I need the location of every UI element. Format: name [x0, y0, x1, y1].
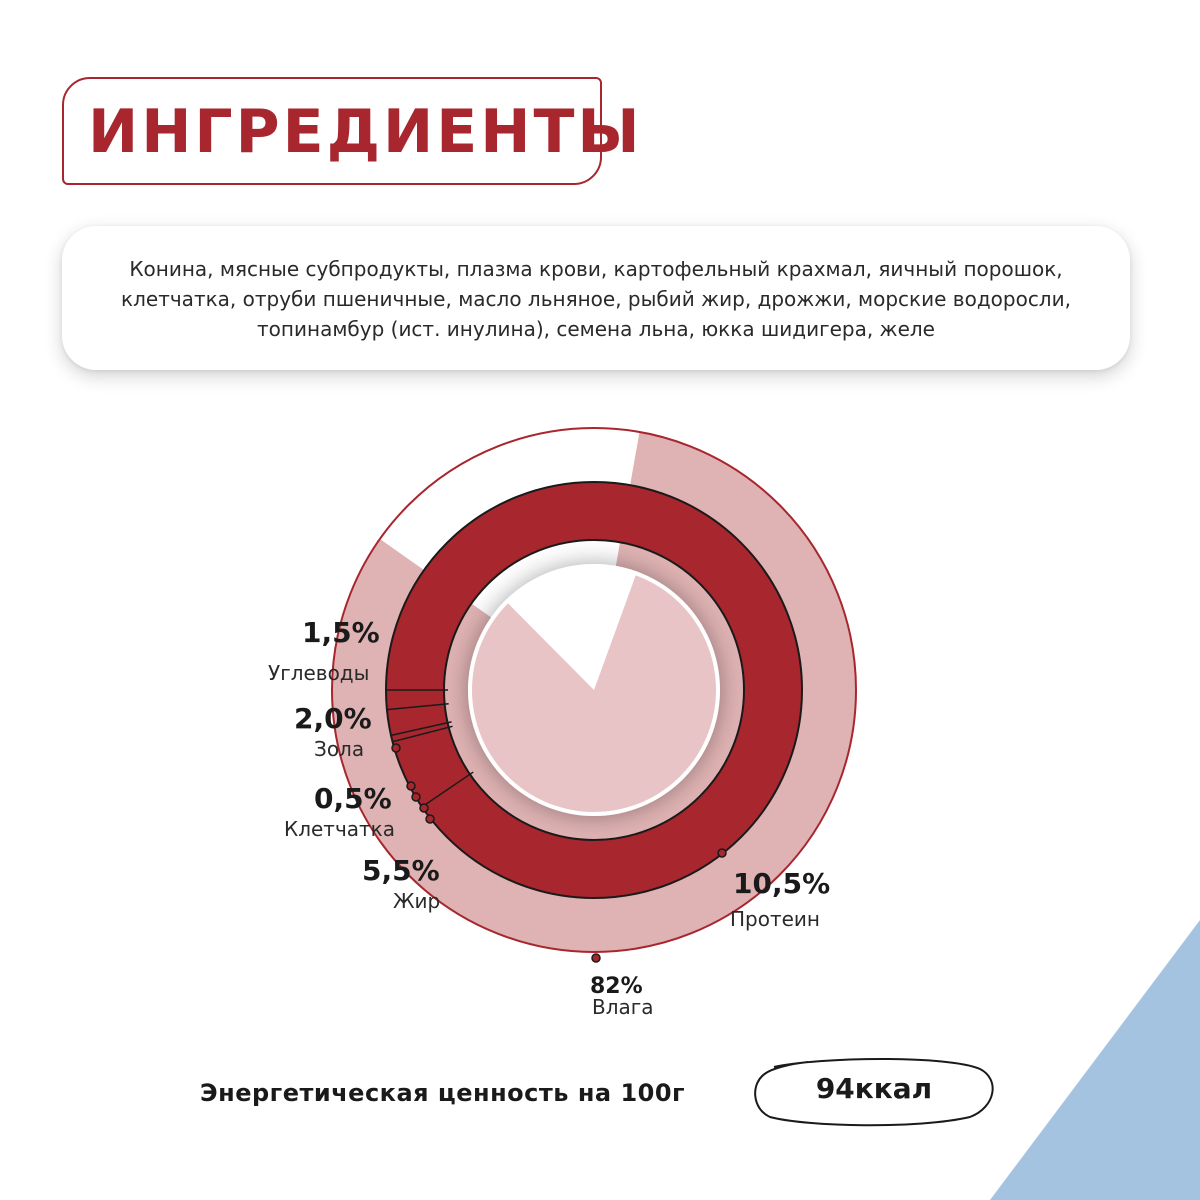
value-label-Клетчатка: 0,5% — [314, 782, 392, 815]
category-label-Влага: Влага — [592, 995, 654, 1019]
category-label-Зола: Зола — [314, 737, 364, 761]
value-label-Протеин: 10,5% — [733, 867, 830, 900]
marker-dot — [591, 953, 601, 963]
marker-dot — [391, 743, 401, 753]
page-title: ИНГРЕДИЕНТЫ — [88, 97, 643, 167]
ingredients-card: Конина, мясные субпродукты, плазма крови… — [62, 226, 1130, 370]
category-label-Клетчатка: Клетчатка — [284, 817, 395, 841]
value-label-Зола: 2,0% — [294, 702, 372, 735]
energy-value: 94ккал — [815, 1072, 933, 1105]
value-label-Жир: 5,5% — [362, 854, 440, 887]
ring-divider — [421, 771, 474, 808]
marker-dot — [419, 803, 429, 813]
value-label-Углеводы: 1,5% — [302, 616, 380, 649]
corner-decoration — [990, 920, 1200, 1200]
marker-dot — [425, 814, 435, 824]
value-label-Влага: 82% — [590, 974, 643, 999]
ingredients-line: Конина, мясные субпродукты, плазма крови… — [129, 257, 1063, 281]
marker-dot — [717, 848, 727, 858]
ring-divider — [390, 721, 452, 737]
category-label-Протеин: Протеин — [730, 907, 820, 931]
category-label-Жир: Жир — [393, 889, 440, 913]
ingredients-line: топинамбур (ист. инулина), семена льна, … — [257, 317, 935, 341]
marker-dot — [406, 781, 416, 791]
energy-label: Энергетическая ценность на 100г — [200, 1079, 686, 1107]
inner-pie — [471, 575, 716, 812]
outer-outline — [331, 427, 857, 953]
ingredients-line: клетчатка, отруби пшеничные, масло льнян… — [121, 287, 1071, 311]
ring-divider — [392, 725, 453, 743]
marker-dot — [411, 792, 421, 802]
ring-divider — [386, 702, 449, 711]
energy-pill-outline — [754, 1058, 994, 1127]
category-label-Углеводы: Углеводы — [268, 661, 369, 685]
title-frame — [62, 77, 602, 185]
